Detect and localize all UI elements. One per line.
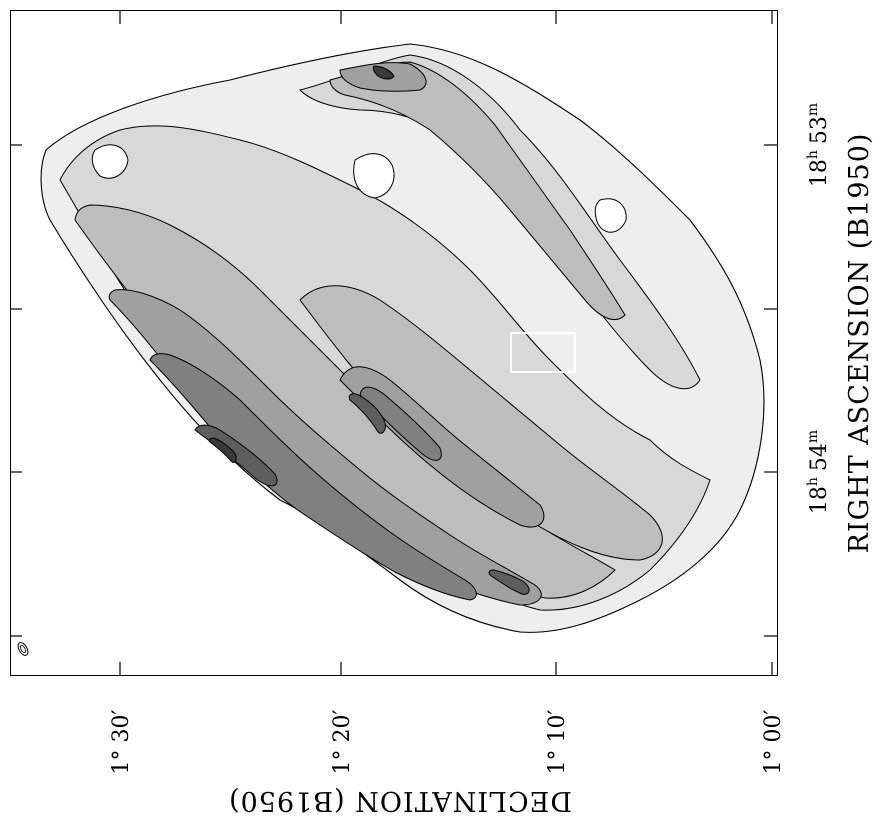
- dec-tick-label: 1° 10′: [545, 710, 570, 775]
- contour-layers: [40, 43, 765, 633]
- dec-axis-title: DECLINATION (B1950): [228, 785, 572, 816]
- beam-ellipse: [17, 642, 29, 656]
- ra-minutes: 53: [807, 116, 832, 144]
- contour-hole: [594, 198, 627, 233]
- ra-tick-label-53: 18h 53m: [805, 103, 832, 187]
- dec-tick-labels: 1° 30′ 1° 20′ 1° 10′ 1° 00′: [109, 710, 786, 775]
- contour-hole: [91, 144, 129, 179]
- dec-tick-label: 1° 20′: [330, 710, 355, 775]
- contour-level-6b: [348, 393, 386, 434]
- svg-text:18h53m: 18h 53m: [805, 103, 832, 187]
- ra-hours: 18: [807, 159, 832, 187]
- ra-ticks: [10, 144, 778, 637]
- contour-level-3c: [329, 61, 626, 320]
- ra-minute-unit: m: [805, 103, 821, 116]
- contour-level-7: [208, 437, 237, 463]
- ra-hours: 18: [807, 486, 832, 514]
- svg-text:18h54m: 18h 54m: [805, 430, 832, 514]
- highlight-box: [510, 332, 576, 373]
- ra-axis-title: RIGHT ASCENSION (B1950): [844, 133, 875, 554]
- dec-tick-label: 1° 30′: [109, 710, 134, 775]
- contour-level-6c: [488, 569, 530, 595]
- dec-tick-label: 1° 00′: [761, 710, 786, 775]
- contour-hole: [353, 153, 395, 199]
- ra-minutes: 54: [807, 443, 832, 471]
- dec-ticks: [119, 10, 773, 676]
- contour-level-7b: [372, 65, 395, 80]
- ra-hour-unit: h: [805, 150, 821, 159]
- ra-minute-unit: m: [805, 430, 821, 443]
- ra-hour-unit: h: [805, 477, 821, 486]
- contour-level-5b: [359, 386, 442, 461]
- ra-tick-label-54: 18h 54m: [805, 430, 832, 514]
